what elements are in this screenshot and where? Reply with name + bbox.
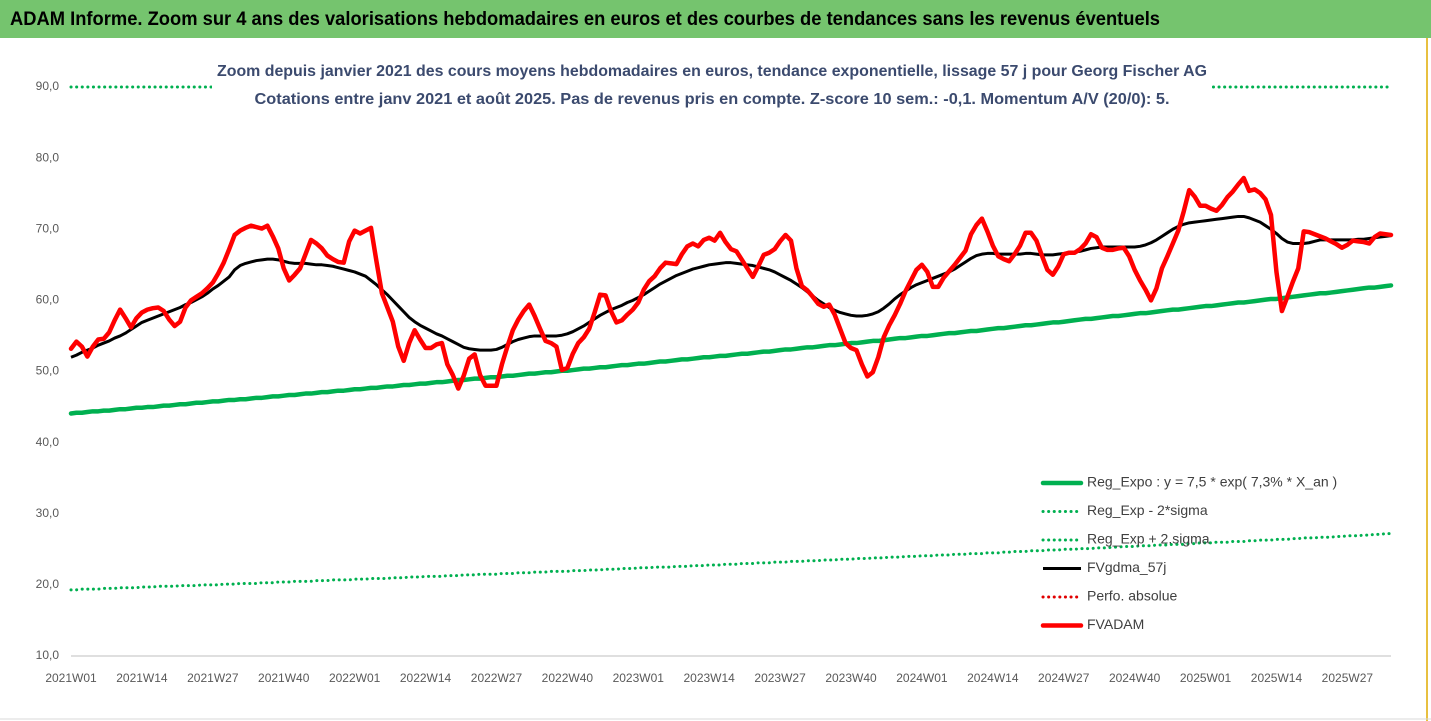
legend-label: FVgdma_57j — [1087, 559, 1166, 575]
x-tick-label: 2024W27 — [1038, 671, 1090, 685]
y-tick-label: 10,0 — [36, 648, 60, 662]
x-tick-label: 2022W40 — [542, 671, 594, 685]
x-tick-label: 2023W01 — [613, 671, 665, 685]
series-line — [70, 214, 1392, 359]
x-tick-label: 2025W01 — [1180, 671, 1232, 685]
x-tick-label: 2025W27 — [1322, 671, 1374, 685]
x-tick-label: 2022W27 — [471, 671, 523, 685]
x-tick-label: 2021W40 — [258, 671, 310, 685]
chart-titles: Zoom depuis janvier 2021 des cours moyen… — [212, 57, 1212, 113]
y-tick-label: 50,0 — [36, 364, 60, 378]
x-tick-label: 2024W01 — [896, 671, 948, 685]
legend: Reg_Expo : y = 7,5 * exp( 7,3% * X_an ) R… — [1040, 474, 1337, 632]
x-tick-label: 2023W14 — [683, 671, 735, 685]
y-tick-label: 90,0 — [36, 79, 60, 93]
x-tick-label: 2021W27 — [187, 671, 239, 685]
x-tick-label: 2021W01 — [45, 671, 97, 685]
y-tick-label: 80,0 — [36, 150, 60, 164]
legend-label: Reg_Expo : y = 7,5 * exp( 7,3% * X_an ) — [1087, 474, 1337, 490]
x-tick-label: 2022W01 — [329, 671, 381, 685]
x-tick-label: 2021W14 — [116, 671, 168, 685]
title-box — [212, 57, 1212, 113]
series-line — [68, 283, 1394, 416]
legend-label: Reg_Exp - 2*sigma — [1087, 502, 1208, 518]
legend-label: FVADAM — [1087, 616, 1144, 632]
y-tick-label: 70,0 — [36, 221, 60, 235]
x-tick-label: 2025W14 — [1251, 671, 1303, 685]
x-tick-label: 2023W40 — [825, 671, 877, 685]
chart-title: Zoom depuis janvier 2021 des cours moyen… — [217, 63, 1207, 80]
x-tick-label: 2024W14 — [967, 671, 1019, 685]
y-tick-label: 60,0 — [36, 293, 60, 307]
legend-label: Reg_Exp + 2.sigma — [1087, 531, 1210, 547]
header-banner — [0, 0, 1431, 38]
x-tick-label: 2024W40 — [1109, 671, 1161, 685]
header-title: ADAM Informe. Zoom sur 4 ans des valoris… — [10, 9, 1160, 30]
series-line — [69, 532, 1393, 592]
series-line — [68, 175, 1394, 391]
x-tick-label: 2023W27 — [754, 671, 806, 685]
chart-subtitle: Cotations entre janv 2021 et août 2025. … — [255, 91, 1170, 108]
legend-label: Perfo. absolue — [1087, 588, 1177, 604]
y-tick-label: 40,0 — [36, 435, 60, 449]
y-tick-label: 30,0 — [36, 506, 60, 520]
y-tick-label: 20,0 — [36, 577, 60, 591]
x-tick-label: 2022W14 — [400, 671, 452, 685]
